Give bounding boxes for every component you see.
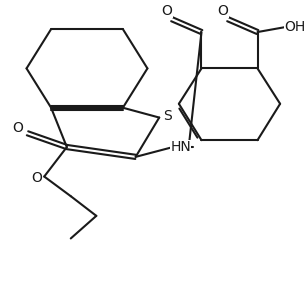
- Text: OH: OH: [284, 20, 305, 34]
- Text: O: O: [162, 4, 173, 18]
- Text: O: O: [218, 4, 229, 18]
- Text: O: O: [31, 171, 42, 186]
- Text: S: S: [163, 109, 171, 123]
- Text: HN: HN: [170, 140, 191, 154]
- Text: O: O: [12, 121, 23, 135]
